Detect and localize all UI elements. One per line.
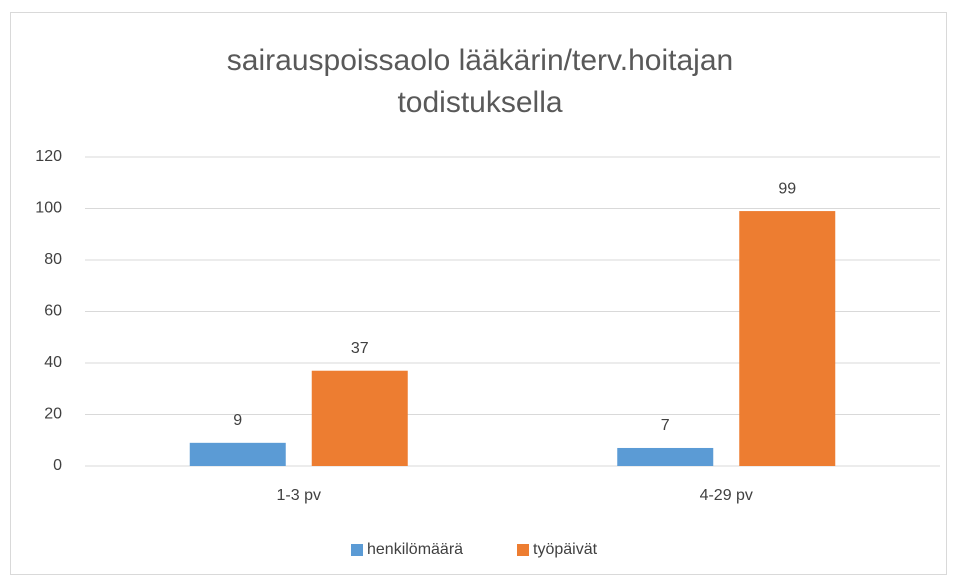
y-tick-label: 40 [44,354,62,371]
legend-swatch [351,544,363,556]
x-tick-label: 4-29 pv [700,487,753,504]
legend-label: työpäivät [533,541,598,558]
y-tick-label: 100 [35,200,62,217]
chart-title: sairauspoissaolo lääkärin/terv.hoitajan … [226,44,734,119]
data-label: 37 [351,340,369,357]
bar [189,442,286,466]
data-label: 99 [778,180,796,197]
legend-swatch [517,544,529,556]
y-tick-label: 20 [44,406,62,423]
data-label: 7 [661,417,670,434]
legend-label: henkilömäärä [367,541,463,558]
data-label: 9 [233,412,242,429]
bar [739,211,836,466]
bar [311,370,408,466]
y-tick-label: 80 [44,251,62,268]
bar [617,447,714,466]
x-tick-label: 1-3 pv [277,487,321,504]
y-tick-label: 0 [53,457,62,474]
y-tick-label: 120 [35,148,62,165]
y-tick-label: 60 [44,303,62,320]
